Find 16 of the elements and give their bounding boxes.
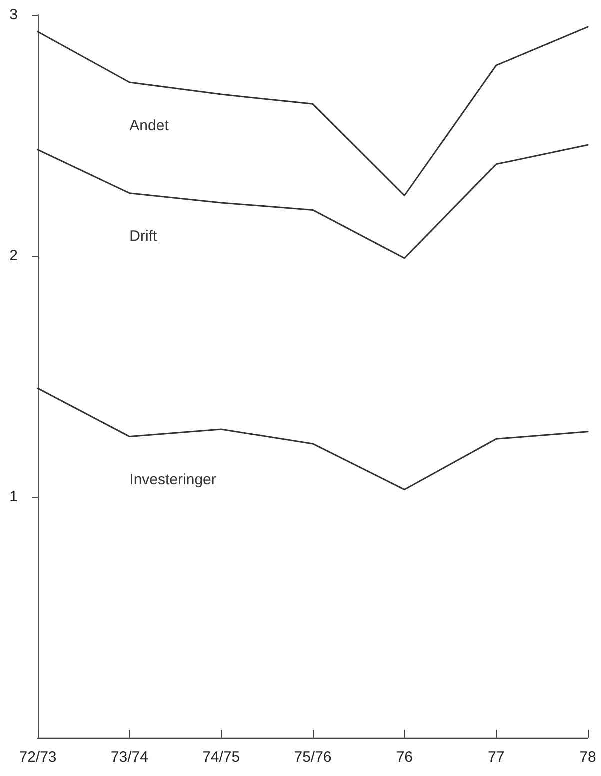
y-tick-label: 3 <box>10 6 18 24</box>
line-series <box>37 26 589 196</box>
x-tick-label: 77 <box>488 749 505 766</box>
x-tick-label: 73/74 <box>110 749 148 766</box>
x-tick-label: 78 <box>580 749 596 766</box>
y-tick-label: 1 <box>10 488 18 506</box>
x-tick-label: 74/75 <box>202 749 240 766</box>
x-tick-label: 72/73 <box>19 749 57 766</box>
line-series <box>37 388 589 491</box>
line-series <box>37 144 589 260</box>
series-label: Andet <box>130 117 170 134</box>
text: Investeringer <box>130 472 216 489</box>
y-tick-label: 2 <box>10 248 18 264</box>
x-tick-label: 75/76 <box>294 749 332 766</box>
text: Drift <box>130 228 158 246</box>
x-tick-label: 76 <box>396 749 414 766</box>
